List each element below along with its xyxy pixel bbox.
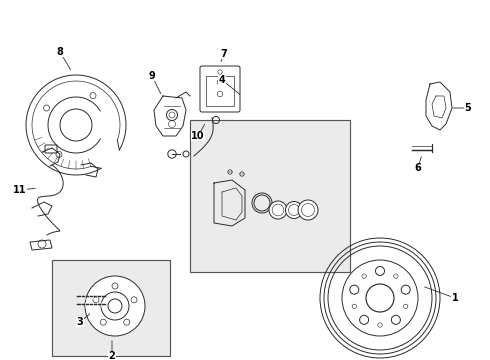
- Text: 7: 7: [220, 49, 227, 59]
- Circle shape: [131, 297, 137, 303]
- Bar: [190, 120, 350, 272]
- Circle shape: [392, 315, 400, 324]
- Bar: [52, 260, 170, 356]
- Circle shape: [286, 202, 302, 219]
- Circle shape: [350, 285, 359, 294]
- Bar: [52, 260, 170, 356]
- Circle shape: [124, 319, 130, 325]
- Circle shape: [85, 276, 145, 336]
- Circle shape: [362, 274, 367, 278]
- Circle shape: [378, 323, 382, 327]
- Circle shape: [112, 283, 118, 289]
- Bar: [190, 120, 350, 272]
- Text: 8: 8: [56, 47, 63, 57]
- Circle shape: [401, 285, 410, 294]
- Circle shape: [352, 304, 357, 309]
- Text: 1: 1: [452, 293, 458, 303]
- Text: 3: 3: [76, 317, 83, 327]
- Text: 11: 11: [13, 185, 27, 195]
- Circle shape: [269, 201, 287, 219]
- Circle shape: [298, 200, 318, 220]
- Polygon shape: [30, 240, 52, 250]
- Text: 2: 2: [109, 351, 115, 360]
- Text: 5: 5: [465, 103, 471, 113]
- Circle shape: [93, 297, 99, 303]
- Bar: [206, 76, 234, 106]
- Circle shape: [375, 266, 385, 275]
- Text: 6: 6: [415, 163, 421, 173]
- Circle shape: [342, 260, 418, 336]
- Circle shape: [403, 304, 408, 309]
- Text: 9: 9: [148, 71, 155, 81]
- Text: 10: 10: [191, 131, 205, 141]
- Circle shape: [393, 274, 398, 278]
- Circle shape: [100, 319, 106, 325]
- FancyBboxPatch shape: [200, 66, 240, 112]
- Text: 4: 4: [219, 75, 225, 85]
- Circle shape: [360, 315, 368, 324]
